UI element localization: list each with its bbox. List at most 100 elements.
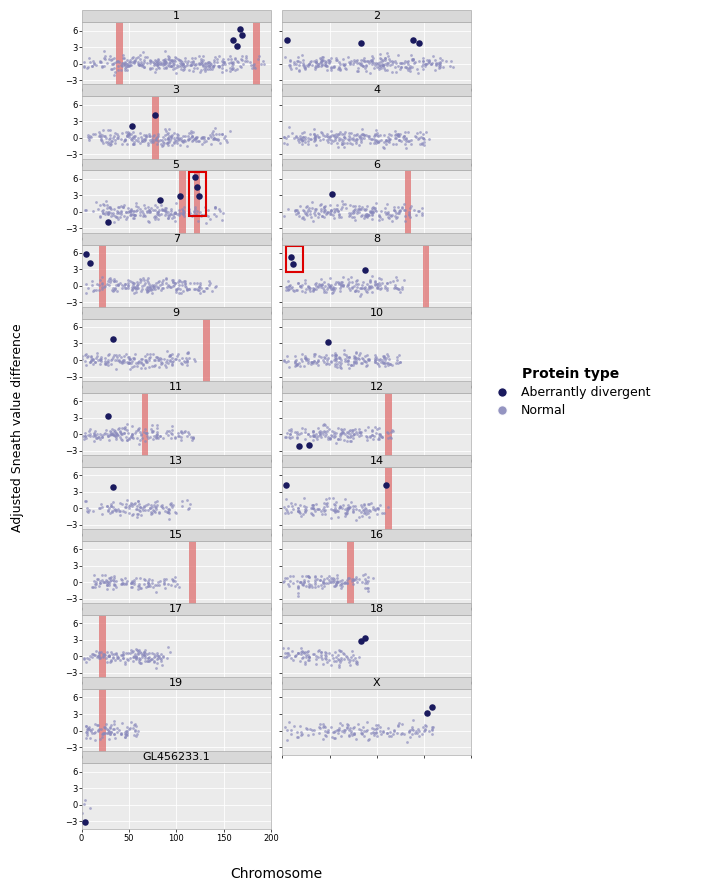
Point (398, 198, 410, 212)
Point (290, 352, 301, 367)
Point (333, 724, 344, 738)
Point (103, 578, 114, 593)
Point (321, 424, 333, 438)
Point (301, 578, 312, 593)
Point (204, 61, 216, 75)
Point (96, 430, 107, 444)
Point (120, 281, 131, 295)
Point (299, 505, 311, 519)
Point (303, 579, 315, 594)
Point (293, 133, 304, 147)
Point (166, 347, 177, 361)
Point (381, 280, 393, 295)
Point (306, 132, 317, 146)
Point (206, 62, 218, 77)
Point (111, 353, 123, 368)
Point (303, 279, 314, 294)
Point (433, 61, 445, 75)
Point (341, 354, 352, 368)
Point (342, 503, 353, 517)
Point (152, 427, 163, 441)
Point (369, 353, 381, 368)
Point (169, 214, 181, 228)
Point (321, 496, 333, 510)
Point (308, 127, 320, 142)
Point (339, 575, 350, 589)
Point (175, 433, 186, 447)
Point (354, 288, 365, 303)
Point (138, 499, 150, 514)
Point (343, 208, 354, 222)
Point (365, 726, 376, 740)
Point (284, 423, 295, 437)
Point (174, 59, 185, 73)
Point (327, 60, 338, 74)
Point (395, 203, 406, 217)
Point (150, 279, 162, 294)
Point (149, 498, 160, 513)
Point (130, 134, 142, 148)
Point (336, 423, 347, 437)
Point (103, 205, 114, 219)
Point (81, 724, 92, 738)
Point (165, 59, 177, 73)
Point (126, 275, 138, 289)
Point (292, 276, 303, 290)
Point (177, 278, 188, 292)
Point (175, 134, 186, 148)
Point (109, 425, 121, 439)
Point (95, 208, 106, 222)
Point (377, 356, 389, 370)
Point (209, 121, 220, 135)
Text: 15: 15 (169, 530, 183, 540)
Point (177, 59, 189, 73)
Point (356, 509, 367, 523)
Point (369, 134, 381, 148)
Point (92, 723, 104, 737)
Point (182, 139, 193, 153)
Point (159, 580, 170, 595)
Point (158, 56, 169, 70)
Point (374, 209, 385, 223)
Point (111, 645, 122, 659)
Point (389, 281, 400, 295)
Point (325, 280, 336, 295)
Point (338, 652, 350, 667)
Point (177, 63, 188, 77)
Point (294, 63, 305, 77)
Point (80, 277, 91, 291)
Bar (423, 245, 430, 311)
Point (359, 506, 370, 520)
Point (155, 192, 166, 206)
Point (130, 643, 142, 657)
Point (386, 214, 398, 228)
Point (225, 61, 236, 75)
Point (123, 354, 135, 368)
Point (228, 33, 239, 47)
Point (381, 347, 393, 361)
Point (177, 494, 188, 508)
Point (355, 723, 367, 737)
Point (151, 656, 162, 670)
Point (360, 574, 372, 588)
Point (177, 204, 189, 218)
Point (347, 505, 359, 519)
Point (308, 429, 319, 443)
Point (328, 282, 339, 296)
Point (169, 352, 180, 366)
Point (406, 726, 418, 740)
Point (401, 134, 412, 148)
Point (282, 577, 294, 591)
Point (300, 352, 311, 367)
Point (328, 731, 340, 745)
Point (179, 54, 191, 69)
Point (137, 648, 148, 662)
Point (357, 504, 369, 518)
Point (381, 134, 392, 148)
Point (157, 280, 169, 295)
Point (344, 351, 355, 365)
Point (331, 53, 342, 68)
Point (120, 278, 131, 292)
Point (383, 721, 394, 735)
Point (109, 353, 121, 368)
